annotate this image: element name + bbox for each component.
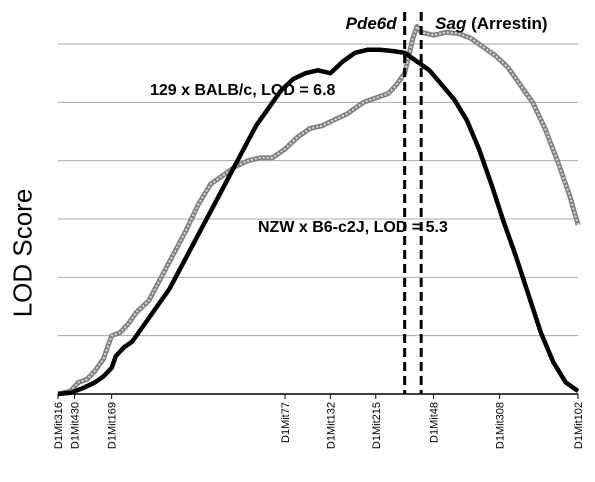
x-tick-label: D1Mit132 [325, 402, 337, 449]
x-tick-label: D1Mit102 [573, 402, 585, 449]
x-axis: D1Mit316 D1Mit430 D1Mit169 D1Mit77 D1Mit132 D… [53, 393, 585, 449]
series-label-1: 129 x BALB/c, LOD = 6.8 [150, 82, 336, 99]
series-labels: 129 x BALB/c, LOD = 6.8 NZW x B6-c2J, LOD… [150, 82, 448, 236]
x-tick-label: D1Mit215 [371, 402, 383, 449]
x-tick-label: D1Mit430 [70, 402, 82, 449]
pde6d-label: Pde6d [346, 14, 398, 33]
series-line-1-hatch [57, 24, 579, 395]
gene-markers: Pde6d Sag (Arrestin) [346, 12, 548, 394]
grid [58, 43, 578, 337]
series-label-2: NZW x B6-c2J, LOD = 5.3 [258, 219, 448, 236]
sag-label: Sag (Arrestin) [435, 14, 547, 33]
x-tick-label: D1Mit77 [280, 402, 292, 443]
x-tick-label: D1Mit308 [495, 402, 507, 449]
x-tick-label: D1Mit316 [53, 402, 65, 449]
x-tick-label: D1Mit48 [429, 402, 441, 443]
series-lines [57, 24, 581, 397]
y-axis-label: LOD Score [7, 188, 38, 318]
series-line-2 [57, 47, 580, 397]
x-tick-label: D1Mit169 [107, 402, 119, 449]
y-axis-label-box: LOD Score [8, 189, 38, 318]
